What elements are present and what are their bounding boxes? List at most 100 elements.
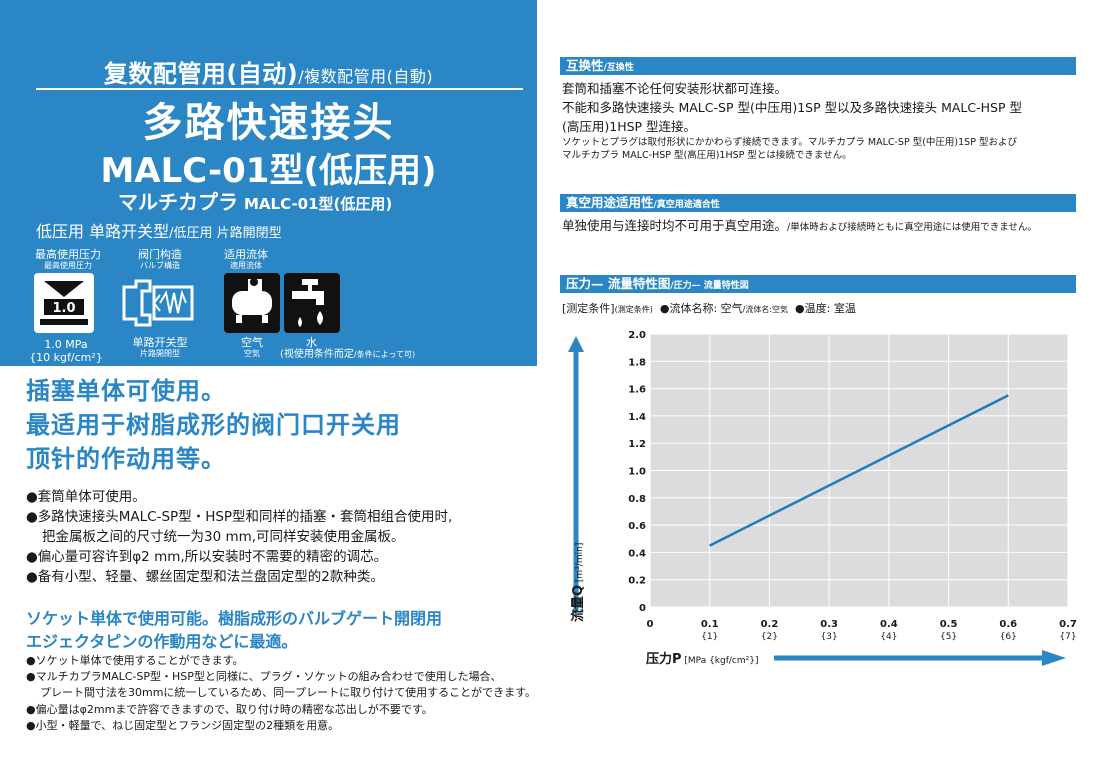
x-tick-label: 0.2 (761, 619, 779, 630)
valve-spec-value: 单路开关型 片路開閉型 (120, 336, 200, 359)
pressure-gauge-icon: 1.0 (34, 273, 94, 333)
interchange-line: 套筒和插塞不论任何安装形状都可连接。 (562, 81, 788, 96)
pressure-icon-value: 1.0 (52, 301, 75, 316)
valve-structure-icon (120, 273, 200, 333)
x-tick-kgf-label: {1} (701, 632, 718, 642)
model-title: MALC-01型(低压用) (100, 151, 437, 191)
headline-line: エジェクタピンの作動用などに最適。 (26, 632, 298, 651)
vacuum-head: 真空用途适用性 (566, 195, 654, 210)
air-value: 空气 (241, 336, 263, 349)
jp-name-text: マルチカプラ (118, 190, 238, 214)
headline-line: ソケット単体で使用可能。樹脂成形のバルブゲート開閉用 (26, 609, 443, 628)
title-divider (36, 88, 523, 90)
y-tick-label: 0 (639, 603, 646, 614)
water-spec-value: 水 (视使用条件而定/条件によって可) (280, 336, 430, 361)
interchange-line: 不能和多路快速接头 MALC-SP 型(中压用)1SP 型以及多路快速接头 MA… (562, 100, 1022, 115)
bullet-item: ●小型・軽量で、ねじ固定型とフランジ固定型の2種類を用意。 (26, 718, 340, 732)
x-tick-kgf-label: {7} (1059, 632, 1076, 642)
cond-label-jp: (測定条件) (614, 305, 653, 314)
pressure-value-kgf: {10 kgf/cm²} (29, 351, 103, 365)
x-tick-kgf-label: {4} (880, 632, 897, 642)
valve-spec-label: 阀门构造 バルブ構造 (126, 248, 194, 271)
pressure-spec-value: 1.0 MPa {10 kgf/cm²} (26, 338, 106, 364)
chart-svg: 0 0.2 0.4 0.6 0.8 1.0 1.2 1.4 1.6 1.8 2.0 0 0.1 {1} 0.… (568, 330, 1077, 667)
x-axis-arrow-head (1042, 650, 1066, 666)
y-tick-label: 0.8 (628, 494, 646, 505)
x-tick-label: 0.4 (880, 619, 898, 630)
bullet-item: ●マルチカプラMALC-SP型・HSP型と同様に、プラグ・ソケットの組み合わせで… (26, 670, 502, 684)
x-tick-kgf-label: {3} (821, 632, 838, 642)
valve-type-line: 低压用 单路开关型/低圧用 片路開閉型 (36, 218, 282, 242)
pressure-value: 1.0 MPa (44, 338, 88, 351)
interchange-text: 套筒和插塞不论任何安装形状都可连接。 不能和多路快速接头 MALC-SP 型(中… (562, 79, 1022, 162)
x-tick-kgf-label: {5} (940, 632, 957, 642)
water-note: (视使用条件而定/条件によって可) (280, 349, 430, 361)
interchange-section-header: 互换性/互換性 (560, 57, 1076, 75)
pressure-spec-label: 最高使用压力 最高使用圧力 (30, 248, 106, 271)
feature-bullets-jp: ●ソケット単体で使用することができます。 ●マルチカプラMALC-SP型・HSP… (26, 653, 536, 734)
valve-label-jp: バルブ構造 (140, 261, 180, 271)
y-tick-label: 0.6 (628, 521, 646, 532)
x-tick-label: 0.7 (1059, 619, 1077, 630)
series-line (709, 394, 1009, 547)
interchange-head: 互换性 (566, 58, 604, 73)
type-jp: /低圧用 片路開閉型 (169, 226, 282, 241)
subtitle-cn: 复数配管用(自动) (103, 60, 299, 88)
x-tick-label: 0.5 (940, 619, 958, 630)
x-tick-label: 0 (647, 619, 654, 630)
x-tick-label: 0.1 (701, 619, 719, 630)
feature-bullets-cn: ●套筒单体可使用。 ●多路快速接头MALC-SP型・HSP型和同样的插塞・套筒相… (26, 487, 452, 587)
air-value-jp: 空気 (244, 349, 260, 359)
x-tick-kgf-label: {6} (1000, 632, 1017, 642)
interchange-head-jp: /互換性 (603, 63, 634, 73)
x-tick-label: 0.3 (820, 619, 838, 630)
cond-label: [测定条件] (562, 302, 615, 315)
air-spec-value: 空气 空気 (224, 336, 280, 359)
bullet-item: ●偏心量はφ2mmまで許容できますので、取り付け時の精密な芯出しが不要です。 (26, 702, 433, 716)
pressure-label: 最高使用压力 (35, 248, 101, 261)
valve-value-jp: 片路開閉型 (140, 349, 180, 359)
type-cn: 低压用 单路开关型 (36, 222, 170, 241)
y-tick-label: 1.4 (628, 412, 646, 423)
vacuum-text: 单独使用与连接时均不可用于真空用途。/単体時および接続時ともに真空用途には使用で… (562, 216, 1037, 235)
headline-line: 插塞单体可使用。 (26, 377, 226, 405)
feature-headline-jp: ソケット単体で使用可能。樹脂成形のバルブゲート開閉用 エジェクタピンの作動用など… (26, 607, 442, 653)
flow-section-header: 压力— 流量特性图/圧力— 流量特性図 (560, 275, 1076, 293)
interchange-jp-line: マルチカプラ MALC-HSP 型(高圧用)1HSP 型とは接続できません。 (562, 150, 852, 161)
air-compressor-icon (224, 273, 280, 333)
flow-head: 压力— 流量特性图 (566, 276, 671, 291)
water-note-cn: (视使用条件而定 (280, 349, 354, 361)
jp-product-name: マルチカプラ MALC-01型(低圧用) (118, 186, 392, 215)
pressure-label-jp: 最高使用圧力 (44, 261, 92, 271)
x-tick-kgf-label: {2} (761, 632, 778, 642)
water-note-jp: /条件によって可) (353, 350, 416, 360)
cond-fluid: ●流体名称: 空气 (659, 302, 743, 315)
headline-line: 顶针的作动用等。 (26, 445, 226, 473)
feature-headline-cn: 插塞单体可使用。 最适用于树脂成形的阀门口开关用 顶针的作动用等。 (26, 374, 401, 476)
valve-label: 阀门构造 (138, 248, 182, 261)
bullet-item: ●套筒单体可使用。 (26, 489, 146, 505)
y-tick-label: 2.0 (628, 330, 646, 341)
interchange-line: (高压用)1HSP 型连接。 (562, 119, 697, 134)
vacuum-head-jp: /真空用途適合性 (653, 200, 720, 210)
subtitle-jp: /複数配管用(自動) (298, 67, 434, 86)
jp-model-text: MALC-01型(低圧用) (244, 195, 393, 213)
vacuum-cn: 单独使用与连接时均不可用于真空用途。 (562, 218, 788, 233)
bullet-item: ●ソケット単体で使用することができます。 (26, 654, 244, 667)
fluid-label-jp: 適用流体 (230, 261, 262, 271)
fluid-label: 适用流体 (224, 248, 268, 261)
cond-fluid-jp: /流体名:空気 (742, 305, 789, 314)
interchange-jp-line: ソケットとプラグは取付形状にかかわらず接続できます。マルチカプラ MALC-SP… (562, 137, 1017, 148)
y-tick-label: 1.2 (628, 439, 646, 450)
vacuum-jp: /単体時および接続時ともに真空用途には使用できません。 (787, 222, 1037, 233)
y-tick-label: 0.2 (628, 576, 646, 587)
pressure-flow-chart: 0 0.2 0.4 0.6 0.8 1.0 1.2 1.4 1.6 1.8 2.0 0 0.1 {1} 0.… (560, 322, 1080, 672)
subtitle: 复数配管用(自动)/複数配管用(自動) (0, 54, 537, 89)
water-value: 水 (306, 336, 317, 349)
x-tick-label: 0.6 (999, 619, 1017, 630)
bullet-item: ●偏心量可容许到φ2 mm,所以安装时不需要的精密的调芯。 (26, 549, 388, 565)
measurement-conditions: [测定条件](測定条件) ●流体名称: 空气/流体名:空気 ●温度: 室温 (562, 300, 856, 316)
fluid-spec-label: 适用流体 適用流体 (214, 248, 278, 271)
flow-head-jp: /圧力— 流量特性図 (670, 281, 749, 291)
y-tick-label: 1.6 (628, 385, 646, 396)
